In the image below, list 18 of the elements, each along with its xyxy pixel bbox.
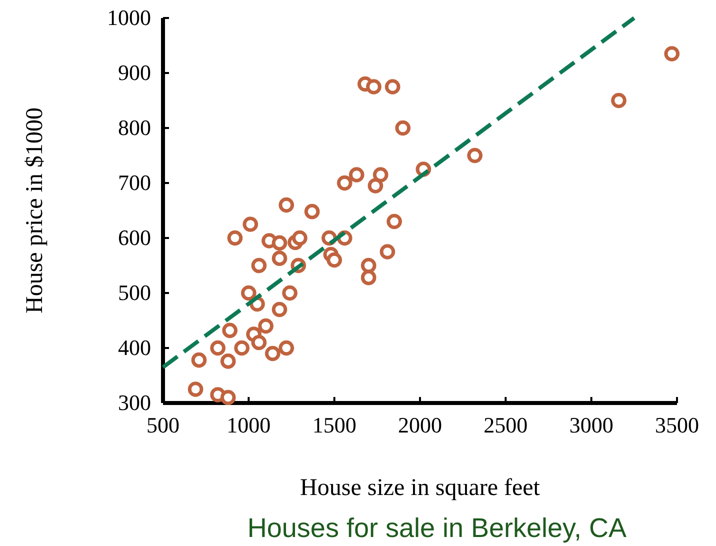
x-tick-label: 500 <box>146 412 180 438</box>
y-tick-label: 600 <box>118 225 151 250</box>
y-tick-label: 1000 <box>107 5 151 30</box>
y-tick-label: 500 <box>118 280 151 306</box>
x-axis-title: House size in square feet <box>300 475 540 501</box>
x-tick-label: 1000 <box>226 412 271 438</box>
y-tick-label: 300 <box>118 390 151 416</box>
x-tick-label: 3500 <box>655 412 699 438</box>
x-tick-label: 2000 <box>398 412 442 438</box>
x-tick-label: 2500 <box>484 412 528 438</box>
y-axis-title: House price in $1000 <box>22 108 48 314</box>
x-tick-label: 3000 <box>569 412 614 438</box>
x-tick-label: 1500 <box>312 412 356 438</box>
y-tick-label: 400 <box>118 335 151 360</box>
y-tick-label: 800 <box>118 115 151 140</box>
text: Houses for sale in Berkeley, CA <box>247 513 627 543</box>
y-tick-label: 900 <box>118 60 151 86</box>
y-tick-label: 700 <box>118 170 151 196</box>
